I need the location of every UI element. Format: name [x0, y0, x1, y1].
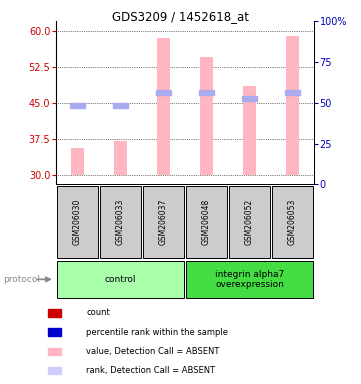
- Bar: [157, 38, 170, 175]
- Text: GSM206037: GSM206037: [159, 199, 168, 245]
- Text: GSM206030: GSM206030: [73, 199, 82, 245]
- Text: GSM206033: GSM206033: [116, 199, 125, 245]
- FancyBboxPatch shape: [272, 186, 313, 258]
- Text: integrin alpha7
overexpression: integrin alpha7 overexpression: [215, 270, 284, 289]
- Bar: [243, 86, 256, 175]
- Bar: [113, 103, 128, 108]
- Bar: [285, 90, 300, 94]
- Bar: [48, 367, 61, 374]
- Bar: [48, 309, 61, 317]
- Bar: [70, 103, 85, 108]
- Text: GSM206053: GSM206053: [288, 199, 297, 245]
- Bar: [48, 328, 61, 336]
- Bar: [199, 90, 214, 94]
- FancyBboxPatch shape: [186, 186, 227, 258]
- FancyBboxPatch shape: [186, 261, 313, 298]
- Text: value, Detection Call = ABSENT: value, Detection Call = ABSENT: [86, 347, 220, 356]
- FancyBboxPatch shape: [57, 186, 98, 258]
- FancyBboxPatch shape: [100, 186, 141, 258]
- Text: count: count: [86, 308, 110, 318]
- Text: control: control: [105, 275, 136, 284]
- FancyBboxPatch shape: [57, 261, 184, 298]
- Text: rank, Detection Call = ABSENT: rank, Detection Call = ABSENT: [86, 366, 216, 375]
- FancyBboxPatch shape: [143, 186, 184, 258]
- Text: GDS3209 / 1452618_at: GDS3209 / 1452618_at: [112, 10, 249, 23]
- Text: percentile rank within the sample: percentile rank within the sample: [86, 328, 229, 337]
- Bar: [71, 148, 84, 175]
- Text: GSM206052: GSM206052: [245, 199, 254, 245]
- Text: GSM206048: GSM206048: [202, 199, 211, 245]
- Bar: [48, 348, 61, 355]
- Bar: [156, 90, 171, 94]
- FancyBboxPatch shape: [229, 186, 270, 258]
- Bar: [114, 141, 127, 175]
- Text: protocol: protocol: [4, 275, 40, 284]
- Bar: [286, 36, 299, 175]
- Bar: [242, 96, 257, 101]
- Bar: [200, 57, 213, 175]
